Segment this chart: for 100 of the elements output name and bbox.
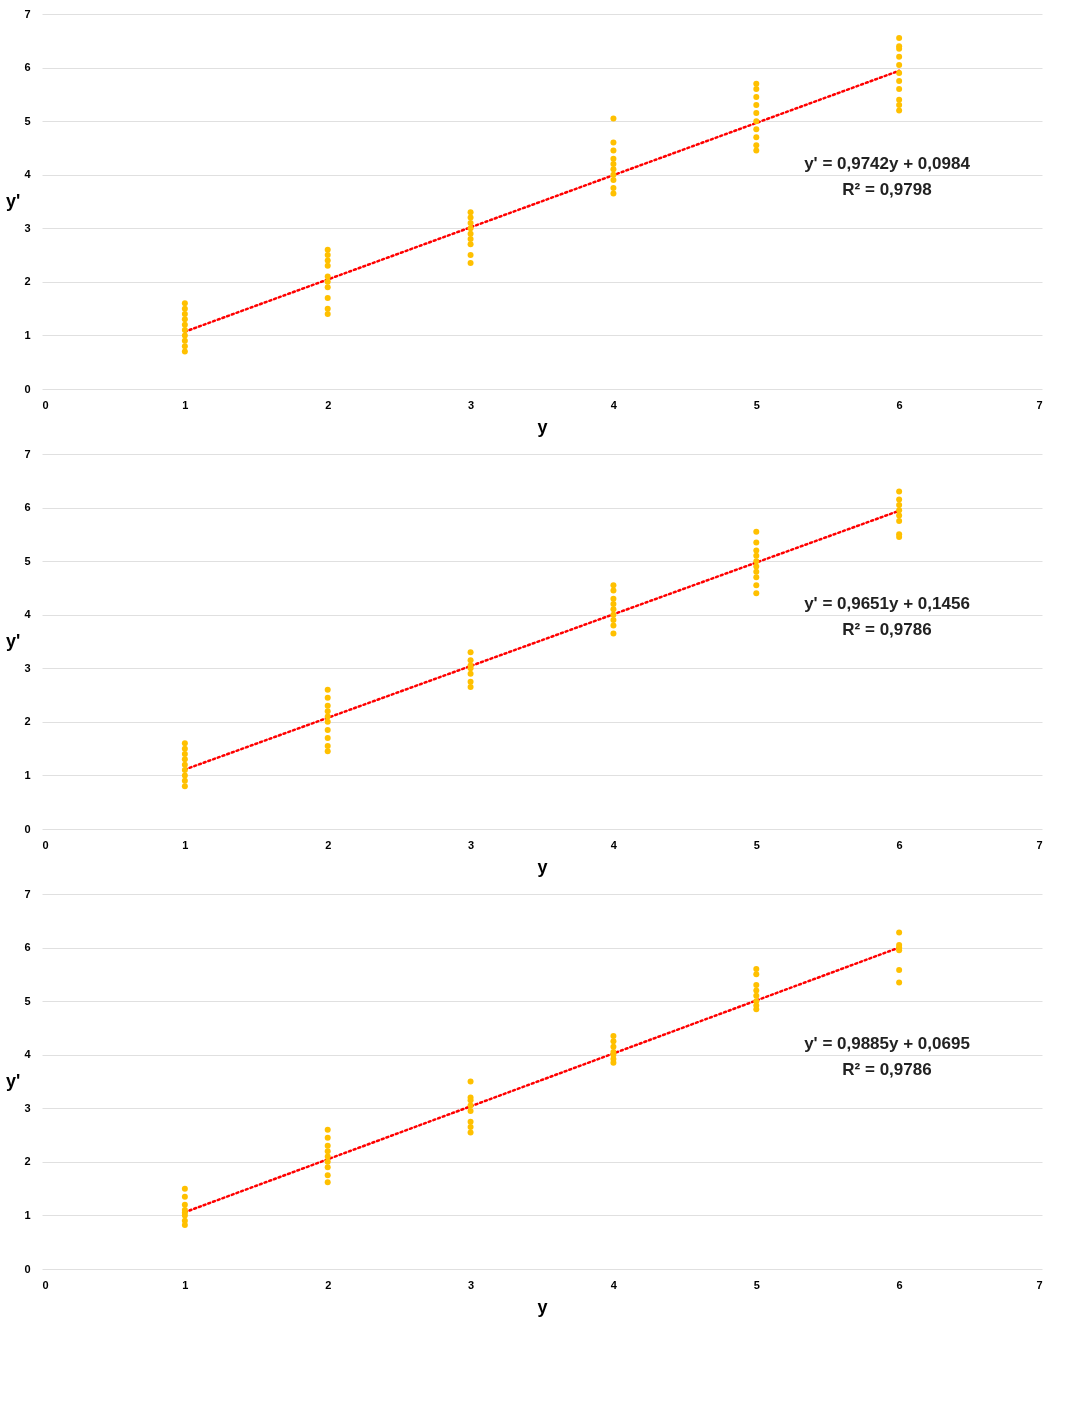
point (324, 694, 331, 701)
point (467, 1102, 474, 1109)
y-tick-label: 1 (24, 1208, 31, 1221)
x-tick-label: 5 (753, 398, 760, 411)
point (753, 992, 760, 999)
point (610, 166, 617, 173)
annotation: R² = 0,9786 (842, 1060, 932, 1079)
point (753, 590, 760, 597)
y-tick-label: 4 (24, 168, 32, 181)
point (610, 606, 617, 613)
point (467, 219, 474, 226)
y-tick-label: 3 (24, 661, 31, 674)
point (324, 748, 331, 755)
point (753, 118, 760, 125)
point (467, 1118, 474, 1125)
point (181, 332, 188, 339)
point (753, 126, 760, 133)
point (753, 80, 760, 87)
y-axis-title: y' (6, 631, 21, 651)
x-tick-label: 6 (896, 1278, 903, 1291)
x-tick-label: 7 (1036, 838, 1043, 851)
y-tick-label: 2 (24, 1155, 31, 1168)
point (324, 1179, 331, 1186)
point (896, 77, 903, 84)
point (324, 718, 331, 725)
annotation: y' = 0,9885y + 0,0695 (804, 1034, 970, 1053)
point (181, 1193, 188, 1200)
point (610, 601, 617, 607)
x-tick-label: 2 (325, 398, 332, 411)
annotation: y' = 0,9651y + 0,1456 (804, 594, 970, 613)
y-tick-label: 5 (24, 994, 31, 1007)
point (753, 982, 760, 989)
point (324, 1134, 331, 1141)
point (467, 260, 474, 267)
point (610, 1032, 617, 1039)
point (753, 987, 760, 994)
point (324, 311, 331, 317)
point (467, 1129, 474, 1136)
point (610, 1038, 617, 1045)
point (181, 321, 188, 328)
point (324, 257, 331, 264)
y-tick-label: 7 (24, 887, 31, 900)
x-tick-label: 4 (610, 838, 618, 851)
x-tick-label: 1 (182, 1278, 189, 1291)
point (610, 190, 617, 197)
point (896, 86, 903, 92)
point (896, 69, 903, 76)
point (467, 209, 474, 216)
point (753, 147, 760, 154)
y-axis-title: y' (6, 191, 21, 211)
point (610, 611, 617, 618)
point (610, 139, 617, 146)
point (467, 678, 474, 685)
point (896, 967, 903, 974)
point (324, 726, 331, 733)
point (896, 507, 903, 514)
point (324, 305, 331, 312)
x-tick-label: 0 (42, 838, 49, 851)
x-axis-title: y (537, 416, 548, 437)
point (753, 574, 760, 581)
y-tick-label: 4 (24, 608, 32, 621)
point (324, 252, 331, 259)
point (753, 563, 760, 570)
point (610, 1043, 617, 1050)
x-axis-title: y (537, 856, 548, 877)
point (467, 225, 474, 232)
point (753, 582, 760, 589)
x-tick-label: 0 (42, 1278, 49, 1291)
point (324, 273, 331, 280)
y-tick-label: 3 (24, 221, 31, 234)
point (610, 587, 617, 594)
point (324, 713, 331, 720)
y-tick-label: 2 (24, 715, 31, 728)
point (181, 740, 188, 747)
point (753, 539, 760, 546)
point (896, 96, 903, 103)
x-tick-label: 1 (182, 838, 189, 851)
point (610, 147, 617, 154)
point (896, 61, 903, 68)
y-tick-label: 0 (24, 1262, 31, 1275)
point (610, 630, 617, 637)
point (467, 649, 474, 656)
x-tick-label: 7 (1036, 1278, 1043, 1291)
point (324, 284, 331, 291)
x-tick-label: 0 (42, 398, 49, 411)
point (896, 35, 903, 42)
point (610, 595, 617, 602)
y-tick-label: 5 (24, 114, 31, 127)
point (896, 517, 903, 524)
point (610, 161, 617, 167)
point (753, 86, 760, 92)
x-axis-title: y (537, 1296, 548, 1317)
point (324, 262, 331, 269)
point (610, 171, 617, 178)
point (181, 783, 188, 790)
point (467, 670, 474, 677)
point (181, 751, 188, 757)
y-tick-label: 6 (24, 61, 31, 74)
point (753, 528, 760, 535)
point (324, 1142, 331, 1149)
